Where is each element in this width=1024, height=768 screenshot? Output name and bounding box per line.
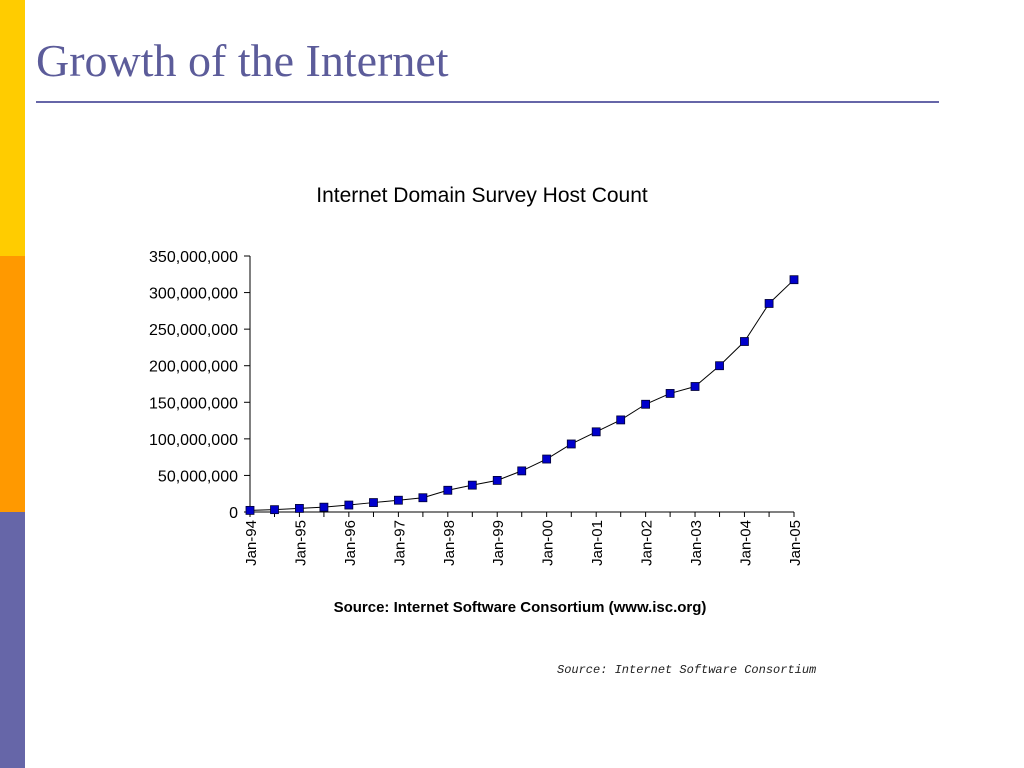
data-point-marker (467, 480, 477, 490)
source-note: Source: Internet Software Consortium (557, 663, 817, 677)
data-point-marker (789, 275, 799, 285)
data-point-marker (641, 399, 651, 409)
data-point-marker (443, 485, 453, 495)
chart-title: Internet Domain Survey Host Count (316, 184, 648, 207)
series-host-count (245, 275, 799, 515)
data-point-marker (566, 439, 576, 449)
data-point-marker (344, 500, 354, 510)
data-point-marker (295, 504, 304, 513)
x-tick-label: Jan-01 (589, 520, 606, 566)
data-point-marker (369, 498, 378, 507)
x-tick-label: Jan-94 (243, 520, 260, 566)
data-point-marker (690, 382, 700, 391)
x-tick-label: Jan-99 (490, 520, 507, 566)
slide-title: Growth of the Internet (36, 35, 449, 86)
data-point-marker (764, 299, 774, 308)
y-tick-label: 350,000,000 (149, 249, 238, 266)
data-point-marker (517, 466, 527, 476)
data-point-marker (245, 505, 255, 515)
data-point-marker (715, 361, 724, 371)
side-accent-bar-orange (0, 256, 25, 512)
y-tick-label: 250,000,000 (149, 322, 238, 339)
x-tick-label: Jan-05 (787, 520, 804, 566)
x-tick-label: Jan-95 (292, 520, 309, 566)
data-point-marker (665, 389, 675, 398)
data-point-marker (418, 493, 428, 503)
x-tick-label: Jan-04 (737, 520, 754, 566)
data-point-marker (393, 495, 403, 505)
y-tick-label: 100,000,000 (149, 432, 238, 449)
side-accent-bar-blue (0, 512, 25, 768)
data-point-marker (740, 337, 749, 346)
title-divider (36, 101, 939, 103)
series-line (249, 279, 795, 511)
x-axis: Jan-94 Jan-95 Jan-96 Jan-97 Jan-98 Jan-99 Jan-… (243, 511, 804, 566)
data-point-marker (492, 476, 502, 485)
y-tick-label: 50,000,000 (158, 468, 238, 485)
y-tick-label: 150,000,000 (149, 395, 238, 412)
chart-source-label: Source: Internet Software Consortium (ww… (334, 599, 707, 616)
data-point-marker (270, 505, 279, 515)
y-axis: 0 50,000,000 100,000,000 150,000,000 200,000… (149, 249, 251, 522)
y-tick-label: 0 (229, 505, 238, 522)
data-point-marker (616, 415, 626, 425)
side-accent-bar-yellow (0, 0, 25, 256)
y-tick-label: 300,000,000 (149, 286, 238, 303)
x-tick-label: Jan-03 (688, 520, 705, 566)
y-tick-label: 200,000,000 (149, 359, 238, 376)
x-tick-label: Jan-97 (391, 520, 408, 566)
data-point-marker (591, 427, 601, 437)
x-tick-label: Jan-98 (441, 520, 458, 566)
x-tick-label: Jan-96 (342, 520, 359, 566)
data-point-marker (542, 454, 552, 464)
x-tick-label: Jan-02 (639, 520, 656, 566)
x-tick-label: Jan-00 (540, 520, 557, 566)
data-point-marker (319, 502, 329, 512)
